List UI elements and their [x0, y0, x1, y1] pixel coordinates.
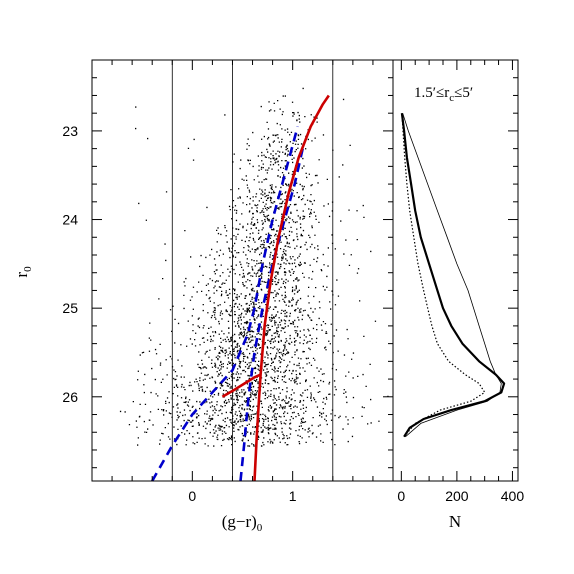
cmd-y-tick-label: 26 — [62, 389, 78, 405]
cmd-x-tick-label: 0 — [188, 488, 196, 504]
lf-series-line-2 — [401, 113, 486, 438]
lf-x-axis-label: N — [449, 512, 461, 531]
cmd-frame — [91, 59, 394, 482]
lf-annotation: 1.5′≤rc≤5′ — [414, 85, 473, 104]
cmd-series-line-1 — [239, 148, 304, 482]
cmd-vertical-lines — [171, 60, 334, 481]
cmd-point — [119, 87, 389, 447]
cmd-y-tick-label: 25 — [62, 300, 78, 316]
cmd-curves — [151, 94, 330, 482]
lf-x-tick-labels: 0 200 400 — [397, 488, 524, 504]
lf-panel: 0 200 400 N 1.5′≤rc≤5′ — [392, 59, 524, 531]
cmd-ticks — [92, 60, 393, 481]
lf-series-line-0 — [400, 113, 506, 438]
y-axis-label: r0 — [12, 266, 34, 278]
cmd-y-tick-label: 23 — [62, 123, 78, 139]
x-axis-label: (g−r)0 — [222, 512, 263, 534]
cmd-y-tick-labels: 23 24 25 26 — [62, 123, 78, 405]
lf-x-tick-label: 200 — [445, 488, 469, 504]
lf-ticks — [400, 60, 518, 481]
lf-curves — [400, 113, 506, 438]
cmd-point-cloud — [119, 87, 389, 447]
lf-x-tick-label: 0 — [397, 488, 405, 504]
lf-x-tick-label: 400 — [501, 488, 525, 504]
cmd-series-line-3 — [221, 373, 262, 398]
cmd-series-line-0 — [151, 126, 299, 482]
lf-frame — [392, 59, 519, 482]
cmd-series-line-2 — [253, 94, 330, 482]
cmd-y-tick-label: 24 — [62, 212, 78, 228]
lf-series-line-1 — [402, 113, 502, 438]
cmd-x-tick-label: 1 — [289, 488, 297, 504]
